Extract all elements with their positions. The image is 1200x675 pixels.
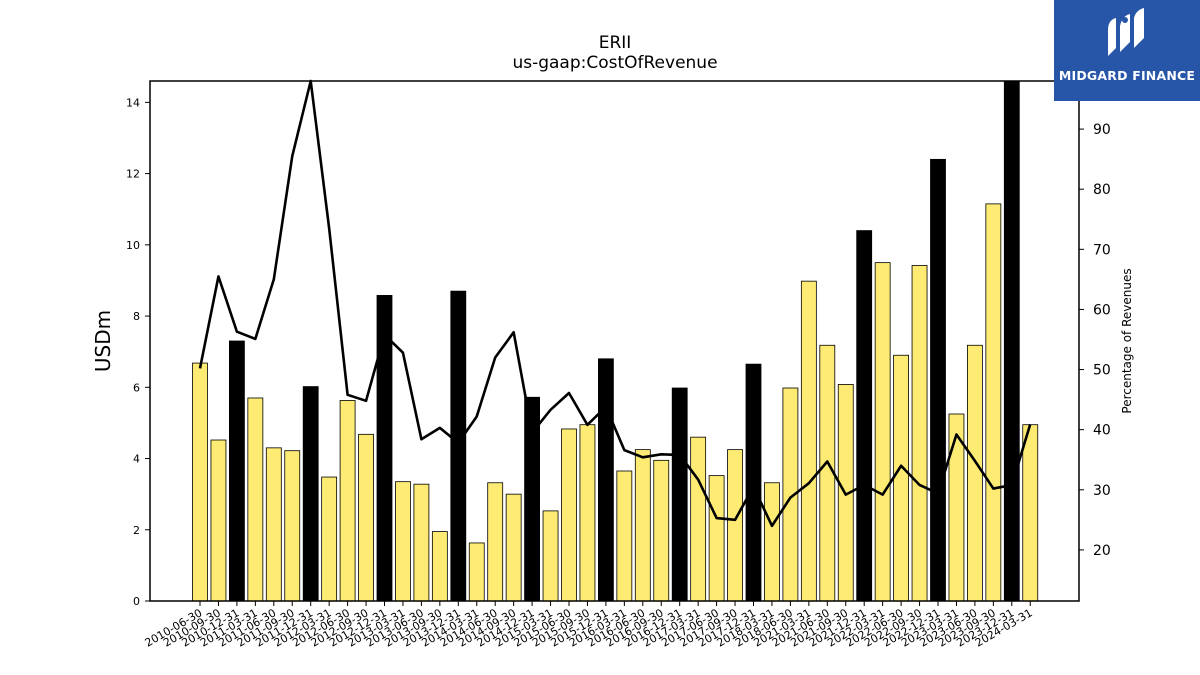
bar-2015-12-31	[598, 358, 614, 602]
bar-2011-06-30	[265, 447, 282, 602]
bar-2015-09-30	[579, 424, 596, 602]
bar-2022-12-31	[930, 158, 946, 602]
y-tick-label: 0	[133, 595, 140, 608]
y-tick-label: 6	[133, 381, 140, 394]
bar-2017-03-31	[690, 436, 707, 602]
bar-2012-06-30	[339, 400, 356, 602]
bar-2016-06-30	[634, 449, 651, 602]
bar-2014-09-30	[505, 493, 522, 602]
bar-2011-03-31	[247, 397, 264, 602]
bar-2015-03-31	[542, 510, 559, 602]
y2-tick-label: 50	[1093, 363, 1111, 379]
y2-tick-label: 90	[1093, 122, 1111, 138]
bar-2022-06-30	[893, 354, 909, 602]
bar-2016-12-31	[671, 387, 688, 602]
y2-tick-label: 60	[1093, 302, 1111, 318]
y2-tick-label: 30	[1093, 483, 1111, 499]
bar-2023-06-30	[967, 344, 983, 602]
y-tick-label: 2	[133, 524, 140, 537]
bar-2021-03-31	[800, 280, 817, 602]
y-tick-label: 8	[133, 310, 140, 323]
y-axis-left: 0 2 4 6 8 10 12 14	[126, 96, 150, 608]
bar-2016-09-30	[653, 459, 670, 602]
y2-axis-label: Percentage of Revenues	[1120, 268, 1134, 413]
percentage-line	[198, 79, 1032, 528]
line-group	[198, 79, 1032, 528]
y-tick-label: 14	[126, 96, 140, 109]
bar-2022-03-31	[874, 262, 891, 602]
bar-2017-12-31	[745, 363, 762, 602]
y2-tick-label: 20	[1093, 543, 1111, 559]
bar-2014-03-31	[468, 542, 485, 602]
y2-tick-label: 80	[1093, 182, 1111, 198]
bar-2012-09-30	[358, 433, 374, 602]
bar-2023-09-30	[985, 203, 1002, 602]
bar-2018-03-31	[764, 482, 780, 602]
bar-2011-09-30	[284, 450, 301, 602]
y2-tick-label: 70	[1093, 242, 1111, 258]
y-axis-right: 20 30 40 50 60 70 80 90	[1079, 122, 1111, 559]
bar-2017-09-30	[727, 449, 743, 602]
y-tick-label: 4	[133, 453, 140, 466]
y2-tick-label: 40	[1093, 423, 1111, 439]
bar-2013-12-31	[450, 290, 467, 602]
bar-2013-06-30	[413, 483, 430, 602]
x-axis: 2010-06-302010-09-302010-12-312011-03-31…	[143, 601, 1035, 650]
logo-text: MIDGARD FINANCE	[1058, 68, 1196, 83]
bar-2010-06-30	[192, 362, 208, 602]
bar-2014-06-30	[487, 482, 504, 602]
bar-2021-12-31	[856, 230, 873, 602]
bar-2010-12-31	[228, 340, 245, 602]
bar-2013-03-31	[395, 481, 411, 602]
bar-2023-12-31	[1003, 80, 1020, 602]
y-axis-label: USDm	[91, 310, 115, 372]
bar-2016-03-31	[616, 470, 633, 602]
midgard-logo-icon	[1108, 8, 1144, 56]
chart-subtitle: us-gaap:CostOfRevenue	[512, 53, 717, 73]
y-tick-label: 10	[126, 239, 140, 252]
midgard-finance-logo: MIDGARD FINANCE	[1054, 0, 1200, 101]
chart-title: ERII	[599, 33, 632, 53]
bar-2011-12-31	[302, 386, 319, 602]
bar-2012-03-31	[321, 476, 338, 602]
bar-2022-09-30	[911, 265, 928, 602]
bar-2017-06-30	[708, 475, 725, 602]
y-tick-label: 12	[126, 168, 140, 181]
bar-2024-03-31	[1022, 424, 1039, 602]
plot-frame	[149, 80, 1080, 602]
bar-2010-09-30	[210, 439, 227, 602]
bar-2013-09-30	[431, 531, 448, 602]
bar-2015-06-30	[561, 428, 577, 602]
